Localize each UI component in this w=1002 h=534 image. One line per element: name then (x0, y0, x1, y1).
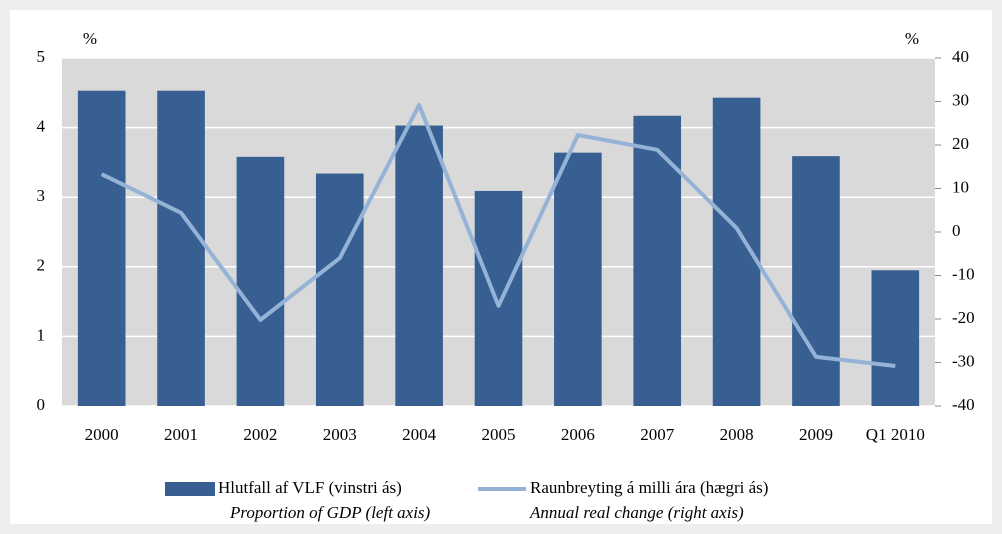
y-tick-label: 3 (37, 186, 46, 205)
bar (77, 90, 126, 406)
x-tick-label: Q1 2010 (866, 425, 925, 444)
bar (554, 152, 602, 406)
y2-axis-unit: % (905, 29, 919, 48)
y2-tick-label: -20 (952, 308, 975, 327)
x-tick-label: 2006 (561, 425, 595, 444)
y-tick-label: 4 (37, 117, 46, 136)
x-tick-label: 2009 (799, 425, 833, 444)
bar (474, 190, 523, 406)
x-tick-label: 2005 (482, 425, 516, 444)
x-tick-label: 2001 (164, 425, 198, 444)
bar (395, 125, 443, 407)
legend-sublabel: Proportion of GDP (left axis) (229, 503, 431, 522)
line-series (100, 102, 896, 368)
x-tick-label: 2000 (85, 425, 119, 444)
y2-tick-label: 40 (952, 47, 969, 66)
bar (315, 173, 364, 406)
bar (157, 90, 205, 406)
bar (633, 115, 682, 406)
legend-label: Raunbreyting á milli ára (hægri ás) (530, 478, 768, 497)
y2-tick-label: -30 (952, 351, 975, 370)
y-tick-label: 2 (37, 256, 46, 275)
x-tick-label: 2007 (640, 425, 675, 444)
y2-tick-label: 30 (952, 90, 969, 109)
x-tick-label: 2008 (720, 425, 754, 444)
bar (792, 156, 840, 406)
y-tick-label: 5 (37, 47, 46, 66)
x-tick-label: 2003 (323, 425, 357, 444)
y2-tick-label: -40 (952, 395, 975, 414)
y-tick-label: 0 (37, 395, 46, 414)
legend-sublabel: Annual real change (right axis) (529, 503, 744, 522)
bar (871, 270, 920, 406)
legend-label: Hlutfall af VLF (vinstri ás) (218, 478, 402, 497)
y2-tick-label: 0 (952, 221, 961, 240)
y2-tick-label: 20 (952, 134, 969, 153)
y2-tick-label: -10 (952, 264, 975, 283)
x-tick-label: 2002 (243, 425, 277, 444)
y2-tick-label: 10 (952, 177, 969, 196)
y-tick-label: 1 (37, 325, 46, 344)
bar (236, 156, 285, 406)
x-tick-label: 2004 (402, 425, 437, 444)
y-axis-unit: % (83, 29, 97, 48)
legend-swatch (165, 482, 215, 496)
